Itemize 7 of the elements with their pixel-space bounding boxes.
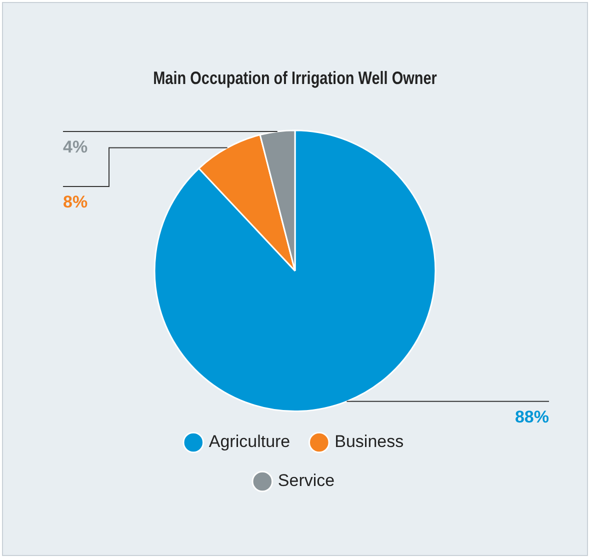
legend-label: Agriculture: [208, 432, 290, 452]
legend-label: Business: [334, 432, 404, 452]
data-label: 88%: [514, 408, 549, 427]
legend-label: Service: [278, 471, 335, 490]
data-label: 4%: [63, 138, 88, 157]
data-label: 8%: [63, 192, 88, 212]
chart-title: Main Occupation of Irrigation Well Owner: [153, 68, 438, 88]
